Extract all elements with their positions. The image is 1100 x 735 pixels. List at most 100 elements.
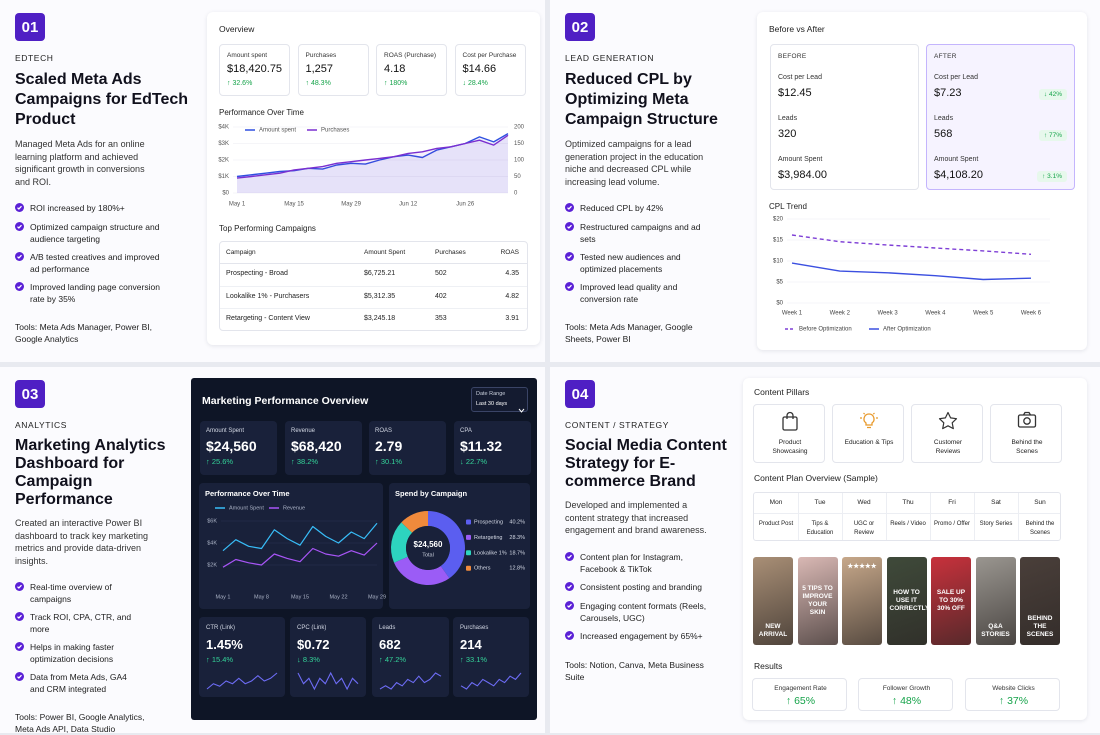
calendar-item: Product Post [758, 521, 794, 527]
result-value: ↑ 37% [998, 695, 1029, 707]
kpi-change: ↑ 30.1% [375, 457, 403, 466]
bullet-text: Engaging content formats (Reels, Carouse… [580, 600, 707, 623]
series-line [236, 134, 509, 179]
spend-card: Spend by Campaign Prospecting 40.2% Retarge… [389, 483, 530, 609]
case-category: CONTENT / STRATEGY [565, 420, 669, 430]
table-cell: 4.35 [505, 270, 519, 277]
bullet-text: Restructured campaigns and ad sets [580, 222, 701, 244]
x-tick-label: Jun 12 [399, 202, 418, 208]
result-card: Follower Growth ↑ 48% [858, 678, 953, 711]
table-cell: Retargeting - Content View [226, 315, 310, 323]
case-panel: 03 ANALYTICS Marketing Analytics Dashboard… [0, 367, 545, 735]
x-tick-label: Week 1 [782, 311, 803, 317]
check-icon [565, 202, 574, 215]
date-range-label: Date Range [476, 391, 506, 397]
legend-label: Purchases [321, 128, 349, 134]
calendar-item: Tips & Education [806, 521, 834, 536]
case-number: 02 [565, 13, 595, 41]
x-tick-label: May 29 [368, 594, 386, 600]
y-tick-label: 0 [514, 191, 518, 197]
bullet: Data from Meta Ads, GA4 and CRM integrat… [15, 671, 190, 695]
content-thumbnail: BEHIND THE SCENES [1020, 557, 1060, 645]
bullet: Tested new audiences and optimized place… [565, 251, 740, 275]
chart [206, 672, 278, 690]
metric-value: $7.23 [934, 87, 962, 99]
content-calendar: Mon Product Post Tue Tips & Education Wed UGC… [753, 492, 1061, 541]
x-tick-label: May 8 [254, 594, 269, 600]
pie-slice [394, 556, 450, 585]
kpi-label: CPC (Link) [297, 625, 327, 631]
kpi-value: $18,420.75 [227, 63, 283, 75]
section-title: Results [754, 661, 783, 671]
kpi-card: CPC (Link) $0.72 ↓ 8.3% [290, 617, 366, 697]
pillar-icon [912, 411, 984, 433]
case-tools: Tools: Power BI, Google Analytics, Meta … [15, 712, 145, 734]
kpi-change: ↑ 48.3% [305, 80, 331, 87]
bullet-text: Reduced CPL by 42% [580, 203, 664, 213]
pillar-label: Education & Tips [844, 439, 894, 446]
thumbnail-text: ★★★★★ [847, 563, 877, 570]
metric-label: Amount Spent [934, 156, 979, 163]
x-tick-label: May 1 [216, 594, 231, 600]
section-title: Performance Over Time [219, 108, 304, 117]
kpi-card: ROAS (Purchase) 4.18 ↑ 180% [376, 44, 447, 96]
check-icon [565, 600, 574, 624]
bullet: A/B tested creatives and improved ad per… [15, 251, 200, 275]
pillar-icon [833, 411, 905, 433]
calendar-divider [974, 493, 975, 540]
legend-label: Revenue [283, 505, 305, 511]
pillar-label: Customer Reviews [933, 439, 963, 455]
y-tick-label: $3K [218, 141, 229, 147]
table-cell: Campaign [226, 249, 256, 256]
check-icon [15, 281, 24, 305]
table-cell: $5,312.35 [364, 292, 396, 300]
sparkline [379, 672, 442, 690]
content-thumbnail: Q&A STORIES [975, 557, 1016, 645]
series-area [237, 133, 508, 193]
metric-change: ↓ 42% [1038, 89, 1067, 100]
bullet: Restructured campaigns and ad sets [565, 221, 740, 245]
bullet-text: Content plan for Instagram, Facebook & T… [580, 551, 684, 574]
bullet-text: Increased engagement by 65%+ [580, 630, 703, 641]
calendar-item: Story Series [979, 521, 1013, 527]
metric-value: 320 [778, 128, 797, 140]
pillar-card: Product Showcasing [753, 404, 825, 463]
bullet: Helps in making faster optimization deci… [15, 641, 190, 665]
bullet-list: Reduced CPL by 42% Restructured campaigns… [565, 202, 740, 305]
case-description: Managed Meta Ads for an online learning … [15, 139, 145, 187]
content-thumbnail: SALE UP TO 30% 30% OFF [931, 557, 971, 645]
case-number: 01 [15, 13, 45, 41]
x-tick-label: Week 3 [877, 311, 898, 317]
thumbnail-text: 5 TIPS TO IMPROVE YOUR SKIN [802, 585, 833, 616]
box-heading: BEFORE [778, 53, 807, 60]
kpi-change: ↑ 38.2% [291, 457, 319, 466]
case-category: EDTECH [15, 53, 54, 63]
case-intro: 03 ANALYTICS Marketing Analytics Dashboard… [15, 380, 190, 735]
section-title: Overview [219, 24, 255, 34]
table-divider [220, 285, 527, 287]
y-tick-label: $20 [773, 217, 784, 223]
bullet-list: ROI increased by 180%+ Optimized campaign… [15, 202, 200, 305]
y-tick-label: $2K [218, 158, 229, 164]
table-cell: Amount Spent [364, 249, 406, 256]
bullet-text: Helps in making faster optimization deci… [30, 642, 115, 664]
kpi-label: CPA [460, 428, 472, 434]
bullet-text: Tested new audiences and optimized place… [580, 252, 681, 274]
calendar-divider [754, 513, 1060, 514]
check-icon [15, 581, 24, 605]
check-icon [15, 202, 24, 215]
table-cell: 4.82 [505, 292, 519, 300]
case-intro: 01 EDTECH Scaled Meta Ads Campaigns for Ed… [15, 13, 200, 345]
kpi-label: Leads [379, 625, 396, 631]
case-tools: Tools: Meta Ads Manager, Power BI, Googl… [15, 322, 153, 344]
kpi-value: $24,560 [206, 438, 257, 454]
result-card: Website Clicks ↑ 37% [965, 678, 1060, 711]
check-icon [565, 581, 574, 594]
pillar-card: Education & Tips [832, 404, 904, 463]
case-title: Reduced CPL by Optimizing Meta Campaign … [565, 71, 718, 128]
y-tick-label: $0 [222, 191, 229, 197]
y-tick-label: $4K [207, 540, 217, 546]
check-icon [565, 630, 574, 643]
chart: $0 $5 $10 $15 $20 Week 1 Week 2 Week 3 Week 4 Wee… [773, 217, 1050, 333]
